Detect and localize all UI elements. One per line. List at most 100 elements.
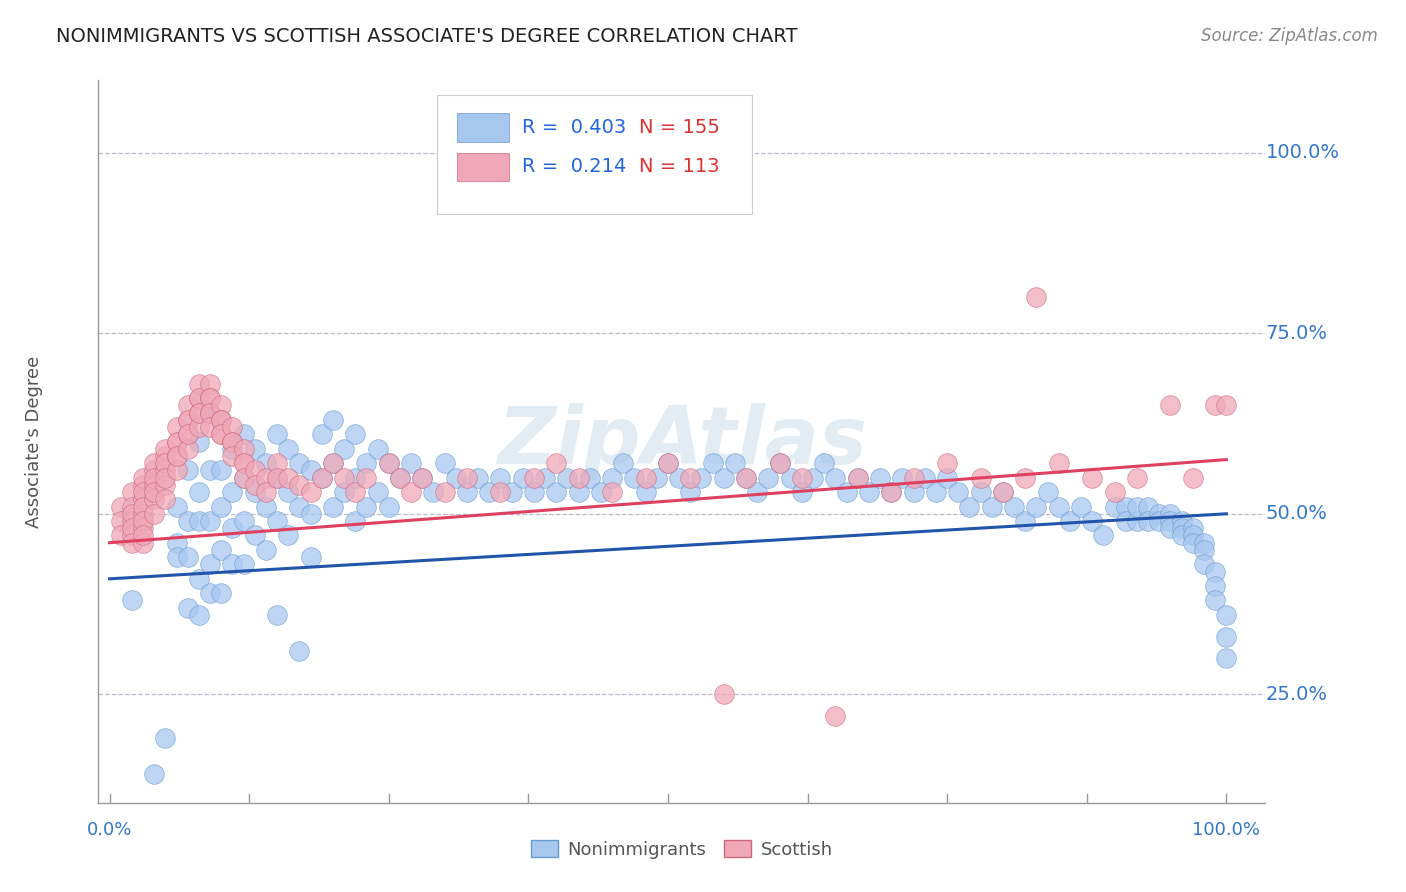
Point	[1047, 500, 1070, 514]
Point	[546, 456, 568, 470]
Point	[578, 470, 600, 484]
Point	[198, 420, 221, 434]
Point	[209, 500, 232, 514]
Point	[422, 485, 444, 500]
Point	[679, 485, 702, 500]
Point	[824, 470, 846, 484]
Legend: Nonimmigrants, Scottish: Nonimmigrants, Scottish	[524, 833, 839, 866]
Point	[959, 500, 981, 514]
Point	[311, 427, 333, 442]
Point	[1104, 500, 1126, 514]
Point	[858, 485, 880, 500]
Point	[143, 492, 166, 507]
Point	[166, 434, 188, 449]
Point	[209, 586, 232, 600]
Point	[187, 406, 209, 420]
Point	[1159, 521, 1181, 535]
Point	[679, 470, 702, 484]
Point	[177, 514, 200, 528]
Point	[166, 463, 188, 477]
Point	[266, 456, 288, 470]
Text: ZipAtlas: ZipAtlas	[496, 402, 868, 481]
Point	[187, 485, 209, 500]
Point	[388, 470, 411, 484]
Point	[433, 485, 456, 500]
Point	[132, 492, 155, 507]
Point	[243, 442, 266, 456]
Point	[1137, 500, 1160, 514]
Point	[467, 470, 489, 484]
Point	[1126, 470, 1149, 484]
Point	[121, 500, 143, 514]
Point	[1025, 290, 1047, 304]
Point	[254, 500, 277, 514]
Point	[121, 593, 143, 607]
Point	[846, 470, 869, 484]
Point	[311, 470, 333, 484]
Point	[344, 485, 367, 500]
Point	[232, 558, 254, 572]
Point	[254, 456, 277, 470]
Point	[344, 470, 367, 484]
Point	[824, 709, 846, 723]
Point	[1002, 500, 1025, 514]
Point	[198, 463, 221, 477]
Point	[501, 485, 523, 500]
Point	[266, 607, 288, 622]
Point	[232, 470, 254, 484]
Point	[166, 434, 188, 449]
Point	[143, 507, 166, 521]
Text: 25.0%: 25.0%	[1265, 685, 1327, 704]
Point	[155, 470, 177, 484]
Point	[612, 456, 634, 470]
Point	[980, 500, 1002, 514]
Point	[790, 485, 813, 500]
Point	[311, 470, 333, 484]
Point	[634, 470, 657, 484]
Text: R =  0.403: R = 0.403	[522, 118, 626, 136]
Point	[456, 485, 478, 500]
Point	[1181, 521, 1204, 535]
Point	[1215, 398, 1237, 412]
Point	[155, 731, 177, 745]
Text: Source: ZipAtlas.com: Source: ZipAtlas.com	[1201, 27, 1378, 45]
Point	[209, 463, 232, 477]
Point	[1059, 514, 1081, 528]
Point	[1181, 535, 1204, 549]
Point	[322, 456, 344, 470]
Point	[132, 521, 155, 535]
Point	[1092, 528, 1115, 542]
Point	[657, 456, 679, 470]
Point	[1170, 528, 1192, 542]
Point	[155, 456, 177, 470]
FancyBboxPatch shape	[437, 95, 752, 214]
Point	[143, 485, 166, 500]
Point	[221, 420, 243, 434]
Point	[735, 470, 758, 484]
Point	[512, 470, 534, 484]
Point	[110, 514, 132, 528]
Point	[724, 456, 747, 470]
Point	[333, 485, 356, 500]
Text: 100.0%: 100.0%	[1192, 821, 1260, 838]
Point	[187, 572, 209, 586]
Point	[1137, 514, 1160, 528]
Point	[903, 485, 925, 500]
Point	[813, 456, 835, 470]
Point	[880, 485, 903, 500]
Point	[891, 470, 914, 484]
Point	[187, 376, 209, 391]
Point	[266, 470, 288, 484]
Point	[356, 500, 378, 514]
Point	[187, 420, 209, 434]
Text: 100.0%: 100.0%	[1265, 143, 1340, 162]
Point	[166, 550, 188, 565]
Point	[232, 456, 254, 470]
Point	[232, 514, 254, 528]
Point	[444, 470, 467, 484]
Point	[132, 514, 155, 528]
Point	[266, 470, 288, 484]
Point	[299, 485, 322, 500]
Point	[155, 478, 177, 492]
Point	[166, 449, 188, 463]
